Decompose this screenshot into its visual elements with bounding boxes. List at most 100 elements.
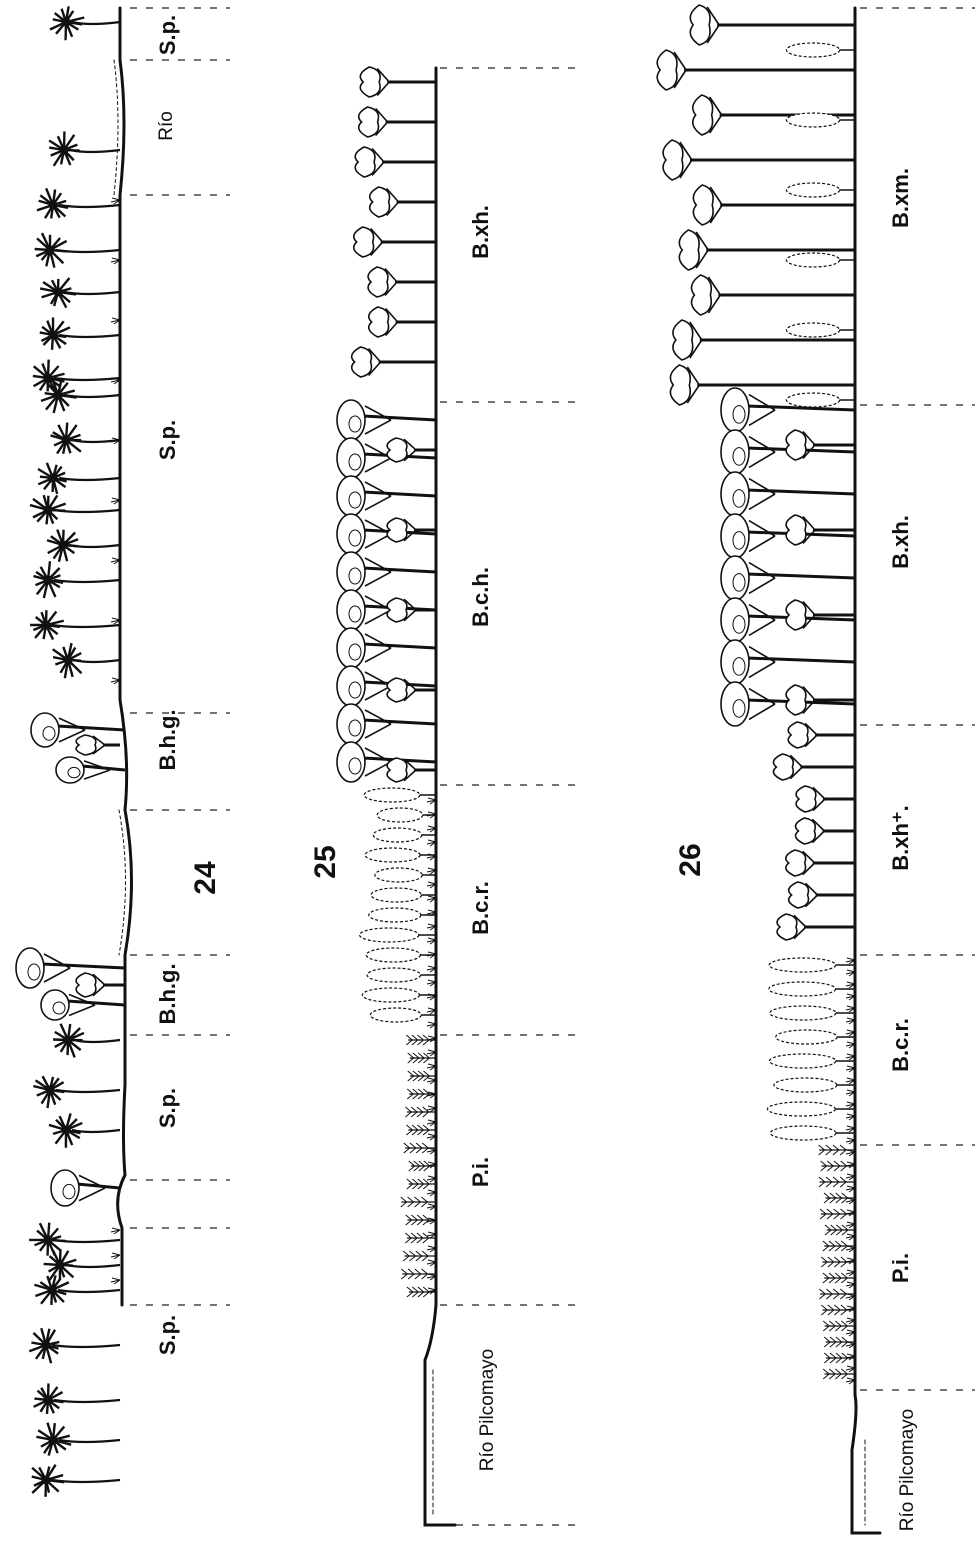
grass-tuft-icon [426, 881, 437, 889]
grass-tuft-icon [426, 867, 437, 875]
columnar-shrub-icon [766, 1101, 855, 1117]
broadleaf-tree-icon [678, 229, 855, 271]
grass-tuft-icon [426, 1217, 437, 1225]
grass-tuft-icon [845, 1341, 856, 1349]
broadleaf-tree-icon [691, 94, 855, 136]
columnar-shrub-icon [768, 957, 855, 973]
grass-tuft-icon [845, 1125, 856, 1133]
grass-tuft-icon [426, 1007, 437, 1015]
broadleaf-tree-icon [352, 226, 436, 258]
broadleaf-tree-icon [75, 734, 120, 756]
broadleaf-tree-icon [350, 346, 436, 378]
labels-layer: 24 25 26 S.p. S.p. B.h.g. B.h.g. S.p. Río S.p. Río… [155, 15, 918, 1531]
grass-tuft-icon [426, 1175, 437, 1183]
palm-tree-icon [48, 131, 121, 167]
broadleaf-tree-icon [787, 881, 855, 909]
palm-tree-icon [30, 610, 121, 641]
broadleaf-tree-icon [787, 721, 855, 749]
grass-tuft-icon [823, 1352, 855, 1364]
grass-tuft-icon [845, 1137, 856, 1145]
zone-label-24-1: S.p. [155, 1088, 180, 1128]
grass-tuft-icon [824, 1224, 855, 1236]
columnar-shrub-icon [768, 1053, 855, 1069]
grass-tuft-icon [845, 969, 856, 977]
columnar-shrub-icon [372, 827, 436, 843]
broadleaf-tree-icon [55, 756, 126, 784]
grass-tuft-icon [426, 993, 437, 1001]
grass-tuft-icon [426, 1049, 437, 1057]
grass-tuft-icon [426, 895, 437, 903]
broadleaf-tree-icon [336, 475, 437, 517]
broadleaf-tree-icon [15, 947, 126, 989]
zone-label-24-6: S.p. [155, 15, 180, 55]
grass-tuft-icon [110, 257, 121, 265]
grass-tuft-icon [819, 1208, 855, 1220]
columnar-shrub-icon [364, 847, 436, 863]
palm-tree-icon [46, 529, 121, 563]
broadleaf-tree-icon [368, 186, 436, 218]
columnar-shrub-icon [370, 887, 436, 903]
grass-tuft-icon [819, 1288, 855, 1300]
zone-label-26-3: B.xh⁺. [888, 805, 913, 870]
palm-tree-icon [52, 1023, 121, 1058]
palm-tree-icon [34, 1275, 121, 1305]
grass-tuft-icon [426, 1021, 437, 1029]
broadleaf-tree-icon [669, 364, 855, 406]
grass-tuft-icon [426, 1245, 437, 1253]
grass-tuft-icon [426, 965, 437, 973]
grass-tuft-icon [403, 1142, 436, 1154]
zone-label-24-2: B.h.g. [155, 963, 180, 1024]
broadleaf-tree-icon [720, 639, 856, 685]
palm-tree-icon [33, 561, 121, 599]
grass-tuft-icon [401, 1268, 436, 1280]
grass-tuft-icon [845, 1329, 856, 1337]
broadleaf-tree-icon [386, 757, 436, 783]
zone-label-26-1: P.i. [888, 1253, 913, 1283]
palm-tree-icon [39, 277, 121, 309]
grass-tuft-icon [822, 1320, 855, 1332]
grass-tuft-icon [426, 951, 437, 959]
grass-tuft-icon [845, 1233, 856, 1241]
palm-tree-icon [28, 1327, 121, 1364]
grass-tuft-icon [845, 1305, 856, 1313]
grass-tuft-icon [426, 1119, 437, 1127]
broadleaf-tree-icon [336, 399, 437, 441]
palm-tree-icon [33, 1075, 121, 1109]
grass-tuft-icon [110, 557, 121, 565]
zone-boundary-lines [130, 7, 975, 1526]
broadleaf-tree-icon [720, 513, 856, 559]
broadleaf-tree-icon [776, 913, 855, 941]
grass-tuft-icon [845, 981, 856, 989]
zone-label-25-2: B.c.r. [468, 881, 493, 935]
grass-tuft-icon [845, 1269, 856, 1277]
vegetation-layer [15, 4, 856, 1497]
palm-tree-icon [43, 1249, 121, 1282]
grass-tuft-icon [407, 1070, 436, 1082]
grass-tuft-icon [845, 1185, 856, 1193]
grass-tuft-icon [845, 1005, 856, 1013]
grass-tuft-icon [408, 1160, 436, 1172]
palm-tree-icon [39, 317, 121, 350]
broadleaf-tree-icon [690, 274, 855, 316]
grass-tuft-icon [845, 1029, 856, 1037]
grass-tuft-icon [845, 1197, 856, 1205]
columnar-shrub-icon [785, 112, 855, 128]
broadleaf-tree-icon [354, 146, 436, 178]
palm-tree-icon [37, 462, 121, 495]
broadleaf-tree-icon [75, 972, 125, 998]
broadleaf-tree-icon [336, 551, 437, 593]
grass-tuft-icon [426, 1133, 437, 1141]
grass-tuft-icon [822, 1240, 855, 1252]
grass-tuft-icon [845, 1209, 856, 1217]
grass-tuft-icon [426, 1035, 437, 1043]
columnar-shrub-icon [785, 252, 855, 268]
grass-tuft-icon [110, 437, 121, 445]
grass-tuft-icon [405, 1214, 436, 1226]
broadleaf-tree-icon [672, 319, 855, 361]
zone-label-24-4: S.p. [155, 420, 180, 460]
broadleaf-tree-icon [794, 817, 855, 845]
columnar-shrub-icon [769, 1125, 855, 1141]
broadleaf-tree-icon [656, 49, 855, 91]
palm-tree-icon [36, 187, 121, 219]
grass-tuft-icon [845, 1281, 856, 1289]
